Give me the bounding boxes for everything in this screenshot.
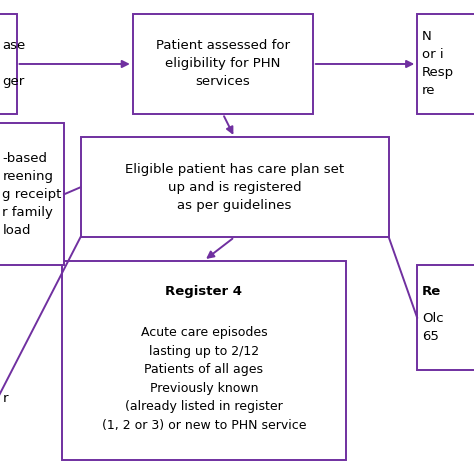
Text: Acute care episodes
lasting up to 2/12
Patients of all ages
Previously known
(al: Acute care episodes lasting up to 2/12 P…: [101, 327, 306, 432]
Text: N
or i
Resp
re: N or i Resp re: [422, 30, 454, 98]
Text: Patient assessed for
eligibility for PHN
services: Patient assessed for eligibility for PHN…: [156, 39, 290, 89]
Bar: [0, 14, 17, 114]
Bar: [417, 265, 474, 370]
Text: Re: Re: [422, 285, 441, 298]
Bar: [81, 137, 389, 237]
Text: r: r: [2, 392, 8, 405]
Text: Olc
65: Olc 65: [422, 311, 444, 343]
Bar: [62, 261, 346, 460]
Text: Register 4: Register 4: [165, 285, 242, 298]
Bar: [0, 123, 64, 265]
Text: -based
reening
g receipt
r family
load: -based reening g receipt r family load: [2, 152, 62, 237]
Bar: [417, 14, 474, 114]
Bar: [133, 14, 313, 114]
Text: ase

ger: ase ger: [2, 39, 26, 89]
Text: Eligible patient has care plan set
up and is registered
as per guidelines: Eligible patient has care plan set up an…: [125, 163, 344, 212]
